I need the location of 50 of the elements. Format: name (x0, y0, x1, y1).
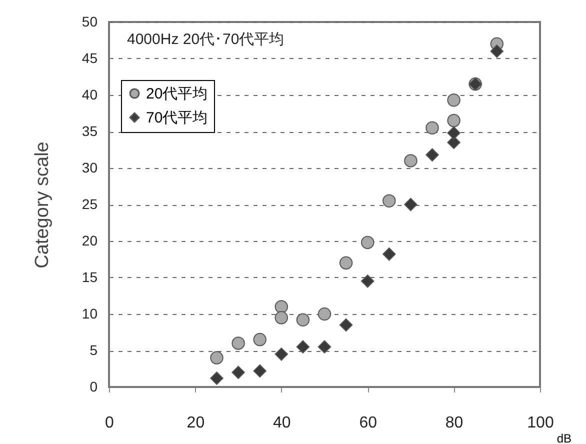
point (404, 154, 418, 168)
y-tick-label: 30 (82, 160, 98, 176)
x-tick-label: 80 (445, 414, 464, 432)
point (210, 351, 224, 364)
y-tick-label: 20 (82, 232, 98, 248)
point (210, 372, 224, 385)
y-tick-label: 15 (82, 269, 98, 285)
point (274, 300, 288, 314)
x-tick-label: 60 (359, 414, 378, 432)
point (426, 121, 439, 134)
point (253, 364, 266, 378)
text: 4000Hz 20代･70代平均 (127, 31, 284, 48)
point (447, 126, 460, 140)
y-axis-title: Category scale (32, 142, 53, 268)
point (360, 274, 374, 288)
point (296, 340, 310, 354)
point (447, 136, 460, 150)
x-tick-label: 100 (527, 414, 554, 432)
y-tick-label: 5 (90, 342, 98, 358)
point (274, 348, 288, 361)
y-tick-label: 35 (82, 123, 98, 139)
y-tick-label: 50 (82, 14, 98, 30)
point (232, 336, 245, 350)
x-tick-label: 0 (105, 414, 114, 432)
y-tick-label: 10 (82, 306, 98, 322)
point (274, 311, 288, 324)
y-tick-label: 45 (82, 50, 98, 66)
point (296, 313, 310, 326)
point (447, 94, 460, 107)
point (318, 307, 332, 321)
point (232, 366, 245, 380)
point (339, 318, 353, 332)
point (253, 332, 266, 346)
point (360, 236, 374, 250)
y-tick-label: 0 (90, 378, 98, 394)
legend-label: 20代平均 (146, 86, 208, 102)
point (382, 194, 396, 208)
point (490, 44, 504, 58)
point (447, 114, 460, 128)
y-tick-label: 40 (82, 86, 98, 102)
point (339, 256, 353, 270)
point (404, 198, 418, 212)
point (426, 148, 439, 162)
point (318, 340, 332, 354)
legend-label: 70代平均 (146, 110, 208, 126)
x-tick-label: 40 (273, 414, 291, 432)
x-axis-title: dB (556, 432, 572, 444)
x-tick-label: 20 (186, 414, 205, 432)
y-tick-label: 25 (82, 196, 98, 212)
point (382, 248, 396, 261)
